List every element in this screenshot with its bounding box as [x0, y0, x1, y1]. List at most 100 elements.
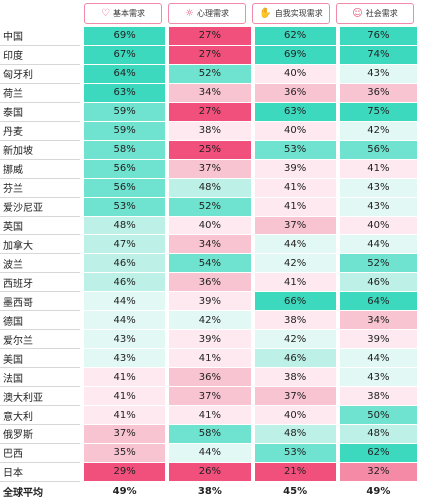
header-self-actualization-needs[interactable]: ✋ 自我实现需求 [252, 3, 330, 24]
country-name: 波兰 [0, 254, 80, 274]
value-cell: 41% [80, 387, 166, 407]
country-name: 日本 [0, 463, 80, 482]
value-cell: 63% [250, 102, 336, 122]
table-row[interactable]: 巴西 35% 44% 53% 62% [0, 443, 421, 463]
value-cell: 42% [165, 311, 251, 331]
value-cell: 46% [80, 254, 166, 274]
header-social-needs[interactable]: ☺ 社会需求 [336, 3, 414, 24]
value-cell: 53% [80, 197, 166, 217]
column-header-row: ♡ 基本需求 ☼ 心理需求 ✋ 自我实现需求 ☺ 社会需求 [0, 0, 421, 27]
value-cell: 27% [165, 102, 251, 122]
value-cell: 32% [335, 462, 421, 482]
value-cell: 34% [335, 311, 421, 331]
value-cell: 46% [80, 273, 166, 293]
table-row[interactable]: 意大利 41% 41% 40% 50% [0, 406, 421, 426]
header-label: 基本需求 [112, 9, 145, 18]
value-cell: 27% [165, 27, 251, 46]
table-row[interactable]: 挪威 56% 37% 39% 41% [0, 159, 421, 179]
header-label: 心理需求 [196, 9, 229, 18]
country-name: 澳大利亚 [0, 387, 80, 407]
value-cell: 46% [335, 273, 421, 293]
value-cell: 37% [165, 159, 251, 179]
country-name: 墨西哥 [0, 292, 80, 312]
value-cell: 76% [335, 27, 421, 46]
value-cell: 43% [335, 197, 421, 217]
table-row[interactable]: 墨西哥 44% 39% 66% 64% [0, 292, 421, 312]
value-cell: 56% [335, 140, 421, 160]
table-row[interactable]: 泰国 59% 27% 63% 75% [0, 102, 421, 122]
value-cell: 52% [165, 64, 251, 84]
value-cell: 63% [80, 83, 166, 103]
table-row[interactable]: 英国 48% 40% 37% 40% [0, 216, 421, 236]
header-label: 社会需求 [365, 9, 398, 18]
value-cell: 41% [165, 406, 251, 426]
value-cell: 41% [250, 197, 336, 217]
table-row[interactable]: 波兰 46% 54% 42% 52% [0, 254, 421, 274]
global-average-row[interactable]: 全球平均 49% 38% 45% 49% [0, 481, 421, 501]
value-cell: 39% [165, 330, 251, 350]
value-cell: 36% [165, 273, 251, 293]
value-cell: 43% [335, 368, 421, 388]
value-cell: 40% [250, 64, 336, 84]
value-cell: 44% [250, 235, 336, 255]
value-cell: 40% [250, 406, 336, 426]
country-name: 英国 [0, 217, 80, 236]
value-cell: 38% [335, 387, 421, 407]
table-row[interactable]: 加拿大 47% 34% 44% 44% [0, 235, 421, 255]
value-cell: 74% [335, 45, 421, 65]
header-psychological-needs[interactable]: ☼ 心理需求 [168, 3, 246, 24]
country-name: 俄罗斯 [0, 425, 80, 444]
table-row[interactable]: 日本 29% 26% 21% 32% [0, 462, 421, 482]
value-cell: 40% [335, 216, 421, 236]
table-row[interactable]: 芬兰 56% 48% 41% 43% [0, 178, 421, 198]
people-icon: ☺ [352, 7, 363, 19]
table-row[interactable]: 爱尔兰 43% 39% 42% 39% [0, 330, 421, 350]
table-row[interactable]: 新加坡 58% 25% 53% 56% [0, 140, 421, 160]
country-name: 加拿大 [0, 235, 80, 255]
table-row[interactable]: 印度 67% 27% 69% 74% [0, 45, 421, 65]
value-cell: 49% [335, 481, 421, 501]
table-row[interactable]: 荷兰 63% 34% 36% 36% [0, 83, 421, 103]
header-basic-needs[interactable]: ♡ 基本需求 [84, 3, 162, 24]
country-name: 德国 [0, 311, 80, 331]
value-cell: 75% [335, 102, 421, 122]
value-cell: 50% [335, 406, 421, 426]
hand-heart-icon: ♡ [101, 7, 110, 19]
country-name: 法国 [0, 368, 80, 388]
value-cell: 48% [165, 178, 251, 198]
table-row[interactable]: 爱沙尼亚 53% 52% 41% 43% [0, 197, 421, 217]
value-cell: 37% [250, 387, 336, 407]
value-cell: 38% [250, 368, 336, 388]
value-cell: 40% [165, 216, 251, 236]
table-row[interactable]: 丹麦 59% 38% 40% 42% [0, 121, 421, 141]
average-label: 全球平均 [3, 487, 43, 499]
value-cell: 42% [250, 330, 336, 350]
country-name: 泰国 [0, 103, 80, 122]
value-cell: 37% [250, 216, 336, 236]
value-cell: 64% [80, 64, 166, 84]
table-row[interactable]: 德国 44% 42% 38% 34% [0, 311, 421, 331]
country-name: 巴西 [0, 444, 80, 463]
country-name: 挪威 [0, 160, 80, 179]
table-row[interactable]: 西班牙 46% 36% 41% 46% [0, 273, 421, 293]
sun-icon: ☼ [185, 7, 194, 19]
value-cell: 43% [80, 349, 166, 369]
value-cell: 56% [80, 159, 166, 179]
value-cell: 44% [165, 443, 251, 463]
country-name: 爱沙尼亚 [0, 198, 80, 217]
value-cell: 36% [250, 83, 336, 103]
value-cell: 69% [80, 27, 166, 46]
table-row[interactable]: 澳大利亚 41% 37% 37% 38% [0, 387, 421, 407]
value-cell: 47% [80, 235, 166, 255]
value-cell: 42% [335, 121, 421, 141]
table-row[interactable]: 俄罗斯 37% 58% 48% 48% [0, 425, 421, 444]
value-cell: 39% [250, 159, 336, 179]
value-cell: 39% [165, 292, 251, 312]
value-cell: 62% [250, 27, 336, 46]
table-row[interactable]: 法国 41% 36% 38% 43% [0, 368, 421, 388]
table-row[interactable]: 中国 69% 27% 62% 76% [0, 27, 421, 46]
value-cell: 37% [165, 387, 251, 407]
value-cell: 45% [250, 481, 336, 501]
table-row[interactable]: 美国 43% 41% 46% 44% [0, 349, 421, 369]
table-row[interactable]: 匈牙利 64% 52% 40% 43% [0, 64, 421, 84]
